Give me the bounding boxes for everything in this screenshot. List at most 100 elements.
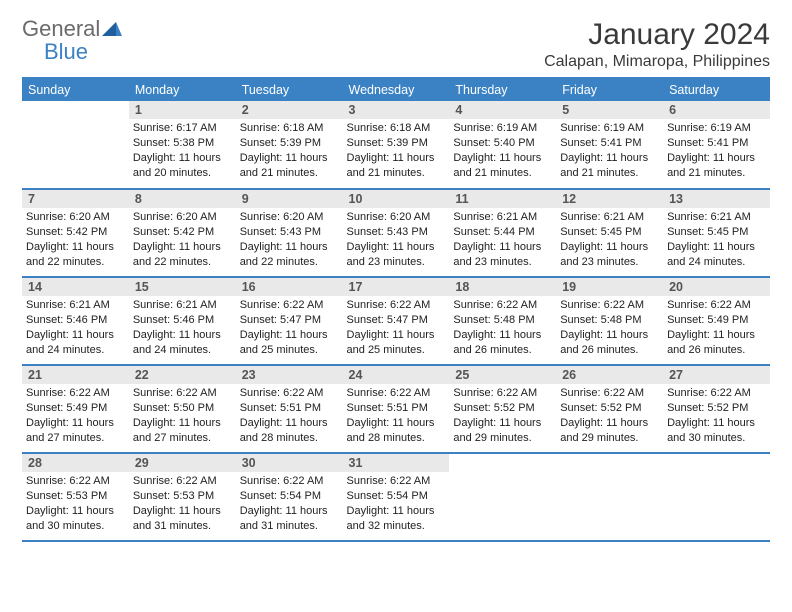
sunset-text: Sunset: 5:51 PM [347, 401, 446, 416]
daylight-line-1: Daylight: 11 hours [453, 416, 552, 431]
day-details: Sunrise: 6:22 AMSunset: 5:53 PMDaylight:… [129, 472, 236, 537]
daylight-line-2: and 21 minutes. [667, 166, 766, 181]
day-details: Sunrise: 6:22 AMSunset: 5:47 PMDaylight:… [343, 296, 450, 361]
day-details: Sunrise: 6:22 AMSunset: 5:48 PMDaylight:… [556, 296, 663, 361]
sunrise-text: Sunrise: 6:22 AM [133, 474, 232, 489]
calendar-cell: 30Sunrise: 6:22 AMSunset: 5:54 PMDayligh… [236, 453, 343, 541]
calendar-body: 1Sunrise: 6:17 AMSunset: 5:38 PMDaylight… [22, 101, 770, 541]
day-number: 3 [343, 101, 450, 119]
day-details: Sunrise: 6:21 AMSunset: 5:44 PMDaylight:… [449, 208, 556, 273]
daylight-line-2: and 28 minutes. [240, 431, 339, 446]
sunset-text: Sunset: 5:44 PM [453, 225, 552, 240]
calendar-cell: 1Sunrise: 6:17 AMSunset: 5:38 PMDaylight… [129, 101, 236, 189]
sunrise-text: Sunrise: 6:22 AM [560, 298, 659, 313]
day-details: Sunrise: 6:17 AMSunset: 5:38 PMDaylight:… [129, 119, 236, 184]
calendar-cell: 11Sunrise: 6:21 AMSunset: 5:44 PMDayligh… [449, 189, 556, 277]
calendar-week-row: 28Sunrise: 6:22 AMSunset: 5:53 PMDayligh… [22, 453, 770, 541]
month-title: January 2024 [544, 18, 770, 51]
day-details: Sunrise: 6:22 AMSunset: 5:50 PMDaylight:… [129, 384, 236, 449]
daylight-line-2: and 24 minutes. [667, 255, 766, 270]
day-number: 27 [663, 366, 770, 384]
daylight-line-1: Daylight: 11 hours [560, 416, 659, 431]
daylight-line-1: Daylight: 11 hours [347, 151, 446, 166]
sunset-text: Sunset: 5:46 PM [133, 313, 232, 328]
sunset-text: Sunset: 5:49 PM [667, 313, 766, 328]
sunset-text: Sunset: 5:52 PM [667, 401, 766, 416]
day-number: 31 [343, 454, 450, 472]
daylight-line-2: and 25 minutes. [240, 343, 339, 358]
daylight-line-2: and 23 minutes. [347, 255, 446, 270]
sunrise-text: Sunrise: 6:18 AM [240, 121, 339, 136]
day-number: 9 [236, 190, 343, 208]
day-number: 4 [449, 101, 556, 119]
day-number: 7 [22, 190, 129, 208]
sunset-text: Sunset: 5:41 PM [667, 136, 766, 151]
sunset-text: Sunset: 5:38 PM [133, 136, 232, 151]
day-details: Sunrise: 6:19 AMSunset: 5:41 PMDaylight:… [556, 119, 663, 184]
calendar-week-row: 7Sunrise: 6:20 AMSunset: 5:42 PMDaylight… [22, 189, 770, 277]
sunset-text: Sunset: 5:48 PM [453, 313, 552, 328]
day-details: Sunrise: 6:21 AMSunset: 5:46 PMDaylight:… [129, 296, 236, 361]
logo-word-1: General [22, 16, 100, 41]
calendar-cell: 26Sunrise: 6:22 AMSunset: 5:52 PMDayligh… [556, 365, 663, 453]
sunrise-text: Sunrise: 6:18 AM [347, 121, 446, 136]
calendar-week-row: 14Sunrise: 6:21 AMSunset: 5:46 PMDayligh… [22, 277, 770, 365]
daylight-line-1: Daylight: 11 hours [560, 240, 659, 255]
calendar-week-row: 21Sunrise: 6:22 AMSunset: 5:49 PMDayligh… [22, 365, 770, 453]
calendar-cell: 7Sunrise: 6:20 AMSunset: 5:42 PMDaylight… [22, 189, 129, 277]
daylight-line-2: and 22 minutes. [133, 255, 232, 270]
sunrise-text: Sunrise: 6:21 AM [667, 210, 766, 225]
weekday-header: Saturday [663, 78, 770, 101]
day-details: Sunrise: 6:18 AMSunset: 5:39 PMDaylight:… [343, 119, 450, 184]
sunrise-text: Sunrise: 6:22 AM [26, 386, 125, 401]
daylight-line-1: Daylight: 11 hours [240, 328, 339, 343]
daylight-line-2: and 27 minutes. [26, 431, 125, 446]
day-details: Sunrise: 6:22 AMSunset: 5:51 PMDaylight:… [236, 384, 343, 449]
calendar-cell: 20Sunrise: 6:22 AMSunset: 5:49 PMDayligh… [663, 277, 770, 365]
sunrise-text: Sunrise: 6:20 AM [133, 210, 232, 225]
calendar-cell: 21Sunrise: 6:22 AMSunset: 5:49 PMDayligh… [22, 365, 129, 453]
calendar-cell-empty [449, 453, 556, 541]
daylight-line-1: Daylight: 11 hours [453, 240, 552, 255]
daylight-line-1: Daylight: 11 hours [347, 240, 446, 255]
daylight-line-1: Daylight: 11 hours [347, 504, 446, 519]
sunset-text: Sunset: 5:52 PM [453, 401, 552, 416]
calendar-cell: 25Sunrise: 6:22 AMSunset: 5:52 PMDayligh… [449, 365, 556, 453]
daylight-line-2: and 22 minutes. [26, 255, 125, 270]
day-details: Sunrise: 6:19 AMSunset: 5:40 PMDaylight:… [449, 119, 556, 184]
sunset-text: Sunset: 5:54 PM [240, 489, 339, 504]
day-details: Sunrise: 6:20 AMSunset: 5:42 PMDaylight:… [129, 208, 236, 273]
day-details: Sunrise: 6:21 AMSunset: 5:45 PMDaylight:… [663, 208, 770, 273]
calendar-cell-empty [663, 453, 770, 541]
calendar-cell: 31Sunrise: 6:22 AMSunset: 5:54 PMDayligh… [343, 453, 450, 541]
daylight-line-2: and 28 minutes. [347, 431, 446, 446]
day-number: 17 [343, 278, 450, 296]
sunrise-text: Sunrise: 6:20 AM [26, 210, 125, 225]
weekday-header: Wednesday [343, 78, 450, 101]
calendar-cell: 18Sunrise: 6:22 AMSunset: 5:48 PMDayligh… [449, 277, 556, 365]
sunrise-text: Sunrise: 6:22 AM [560, 386, 659, 401]
sunset-text: Sunset: 5:43 PM [240, 225, 339, 240]
calendar-cell: 29Sunrise: 6:22 AMSunset: 5:53 PMDayligh… [129, 453, 236, 541]
sunrise-text: Sunrise: 6:21 AM [453, 210, 552, 225]
sunset-text: Sunset: 5:52 PM [560, 401, 659, 416]
sunrise-text: Sunrise: 6:22 AM [26, 474, 125, 489]
day-details: Sunrise: 6:21 AMSunset: 5:45 PMDaylight:… [556, 208, 663, 273]
location-text: Calapan, Mimaropa, Philippines [544, 53, 770, 71]
sunrise-text: Sunrise: 6:22 AM [133, 386, 232, 401]
daylight-line-2: and 25 minutes. [347, 343, 446, 358]
day-details: Sunrise: 6:22 AMSunset: 5:54 PMDaylight:… [343, 472, 450, 537]
sunset-text: Sunset: 5:48 PM [560, 313, 659, 328]
sunrise-text: Sunrise: 6:22 AM [347, 298, 446, 313]
day-number: 29 [129, 454, 236, 472]
brand-logo: General Blue [22, 18, 122, 64]
sunset-text: Sunset: 5:49 PM [26, 401, 125, 416]
calendar-page: General Blue January 2024 Calapan, Mimar… [0, 0, 792, 552]
sunrise-text: Sunrise: 6:22 AM [240, 298, 339, 313]
sunrise-text: Sunrise: 6:17 AM [133, 121, 232, 136]
sunrise-text: Sunrise: 6:19 AM [560, 121, 659, 136]
day-number: 11 [449, 190, 556, 208]
calendar-table: SundayMondayTuesdayWednesdayThursdayFrid… [22, 77, 770, 542]
sunset-text: Sunset: 5:50 PM [133, 401, 232, 416]
daylight-line-2: and 29 minutes. [560, 431, 659, 446]
